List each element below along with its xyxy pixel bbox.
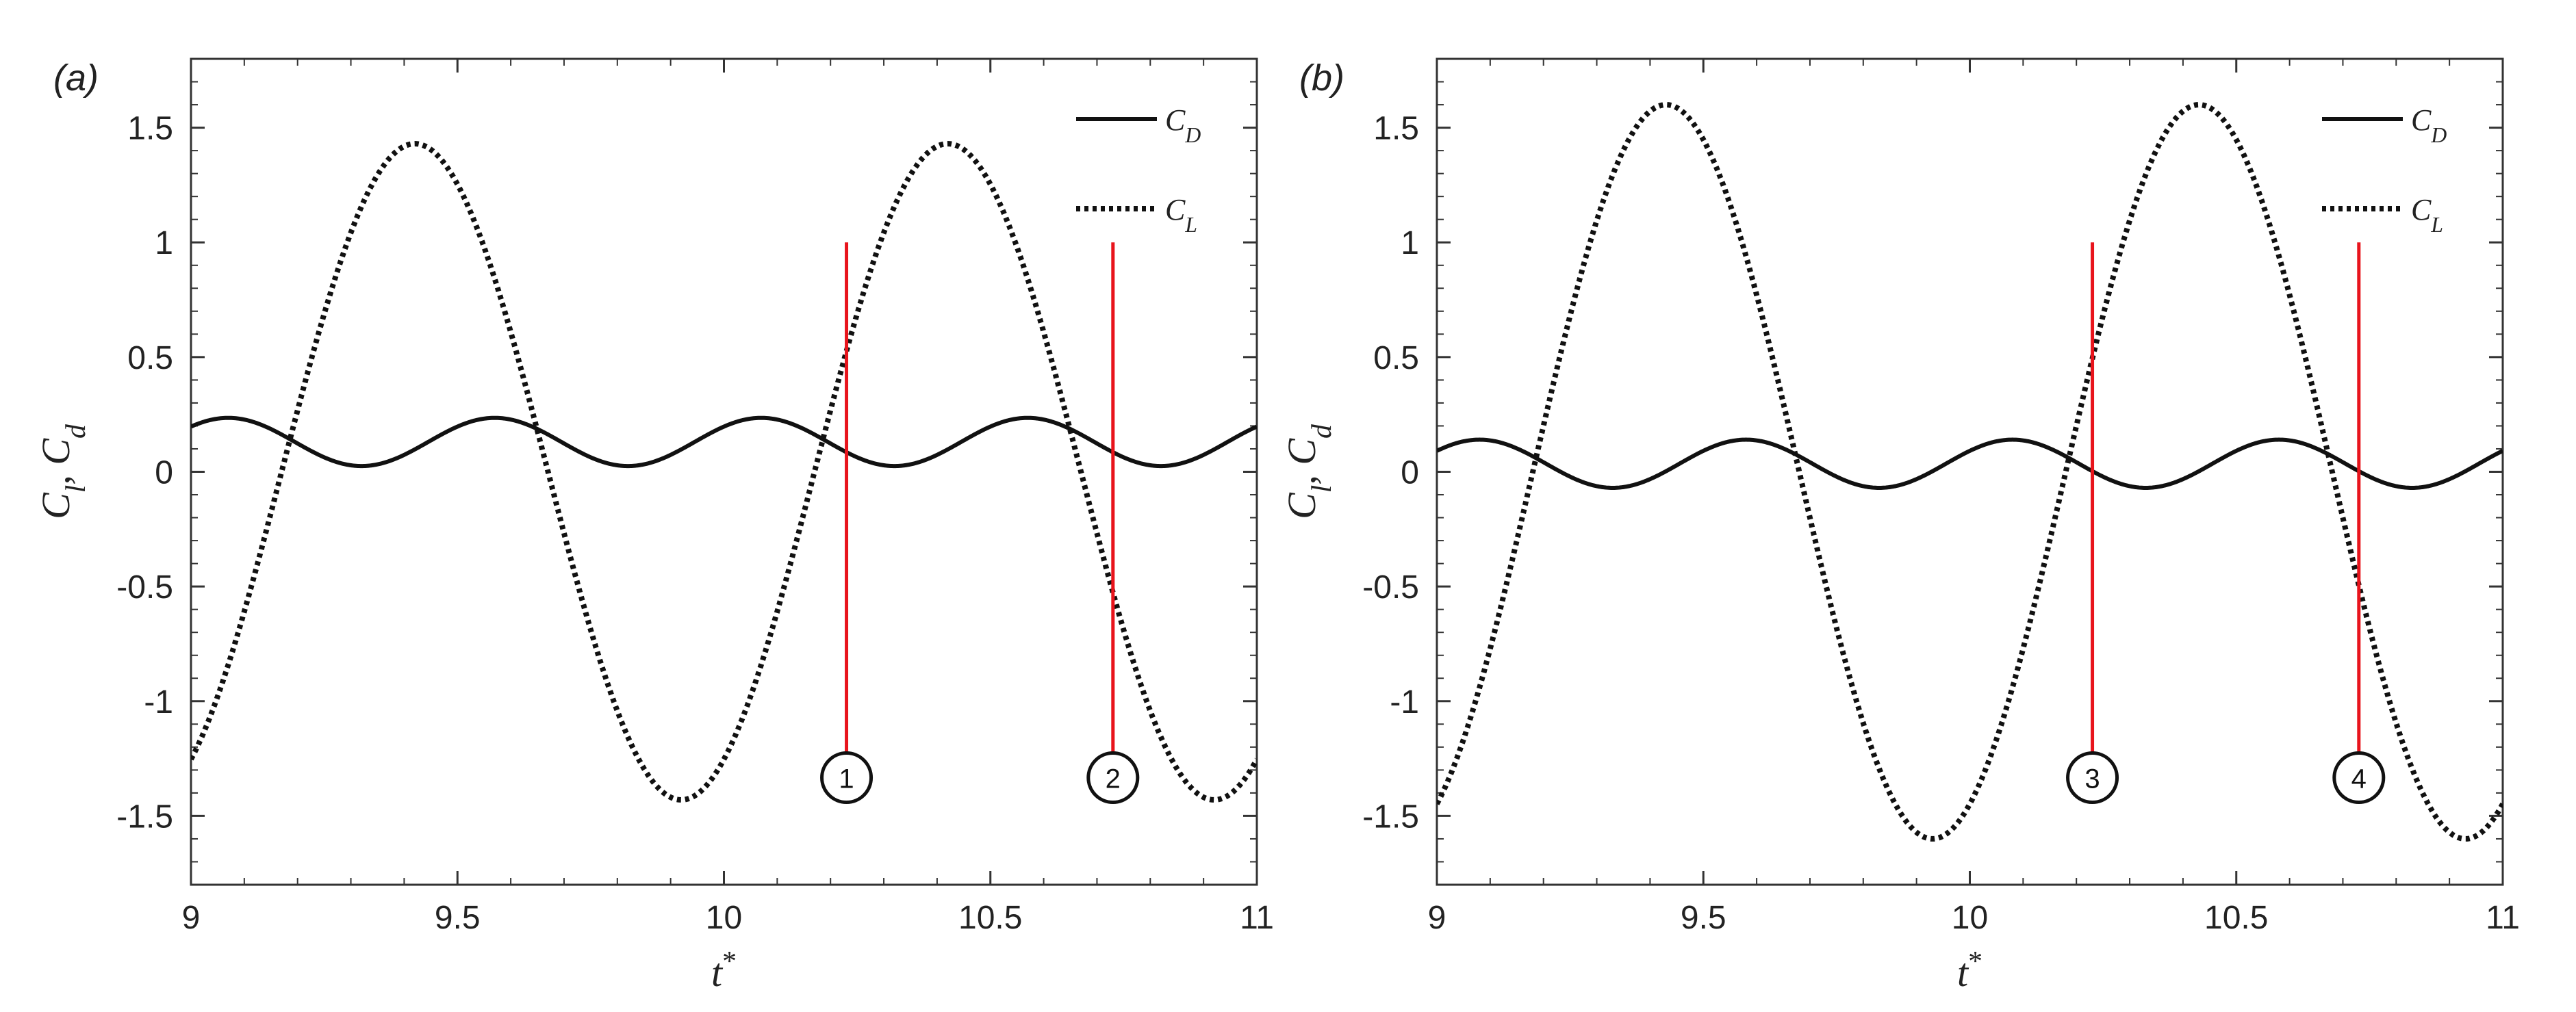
x-tick-label: 11 bbox=[2486, 900, 2520, 936]
marker-label-3: 3 bbox=[2084, 764, 2100, 794]
y-tick-label: -0.5 bbox=[1362, 569, 1419, 606]
legend-label-cd: CD bbox=[1165, 103, 1201, 147]
series-line-cd bbox=[1437, 437, 2503, 490]
marker-circle-1 bbox=[820, 751, 873, 805]
marker-circle-4 bbox=[2332, 751, 2386, 805]
x-axis-label: t* bbox=[1957, 946, 1982, 995]
x-tick-label: 11 bbox=[1240, 900, 1274, 936]
panel-label: (a) bbox=[53, 57, 99, 99]
x-tick-label: 10 bbox=[1952, 900, 1988, 936]
marker-circle-2 bbox=[1086, 751, 1140, 805]
x-tick-label: 9 bbox=[1428, 900, 1446, 936]
chart-panel-b: 9 9.5 10 10.5 11 -1.5 -1 -0.5 0 0.5 1 1.5 (b) t* Cl, C… bbox=[1279, 57, 2520, 995]
series-line-cd bbox=[191, 415, 1257, 469]
y-tick-label: -1.5 bbox=[116, 799, 173, 835]
marker-circle-3 bbox=[2066, 751, 2119, 805]
legend-label-cd: CD bbox=[2411, 103, 2447, 147]
y-tick-label: 1 bbox=[155, 225, 173, 261]
marker-label-2: 2 bbox=[1106, 764, 1121, 794]
y-axis-label: Cl, Cd bbox=[34, 424, 92, 519]
y-tick-label: 1 bbox=[1401, 225, 1419, 261]
panel-label: (b) bbox=[1299, 57, 1344, 99]
x-tick-label: 9.5 bbox=[1681, 900, 1726, 936]
x-axis-label: t* bbox=[711, 946, 737, 995]
chart-panel-a: 9 9.5 10 10.5 11 -1.5 -1 -0.5 0 0.5 1 1.5 (a) t* Cl, C… bbox=[34, 57, 1274, 995]
y-tick-label: 1.5 bbox=[1373, 111, 1419, 147]
x-tick-label: 10.5 bbox=[958, 900, 1022, 936]
legend-label-cl: CL bbox=[1165, 193, 1197, 237]
legend-label-cl: CL bbox=[2411, 193, 2443, 237]
series-line-cl bbox=[1437, 102, 2503, 842]
series-line-cl bbox=[191, 141, 1257, 803]
x-tick-label: 10 bbox=[706, 900, 742, 936]
x-tick-label: 9.5 bbox=[435, 900, 481, 936]
y-tick-label: 0.5 bbox=[127, 340, 173, 376]
y-tick-label: 0 bbox=[155, 455, 173, 491]
y-tick-label: -1 bbox=[144, 684, 173, 721]
marker-label-1: 1 bbox=[839, 764, 854, 794]
y-tick-label: -1 bbox=[1390, 684, 1419, 721]
y-tick-label: 0 bbox=[1401, 455, 1419, 491]
x-tick-label: 10.5 bbox=[2204, 900, 2268, 936]
y-tick-label: -0.5 bbox=[116, 569, 173, 606]
y-axis-label: Cl, Cd bbox=[1279, 424, 1338, 519]
x-tick-label: 9 bbox=[182, 900, 201, 936]
y-tick-label: 0.5 bbox=[1373, 340, 1419, 376]
y-tick-label: 1.5 bbox=[127, 111, 173, 147]
marker-label-4: 4 bbox=[2351, 764, 2367, 794]
y-tick-label: -1.5 bbox=[1362, 799, 1419, 835]
